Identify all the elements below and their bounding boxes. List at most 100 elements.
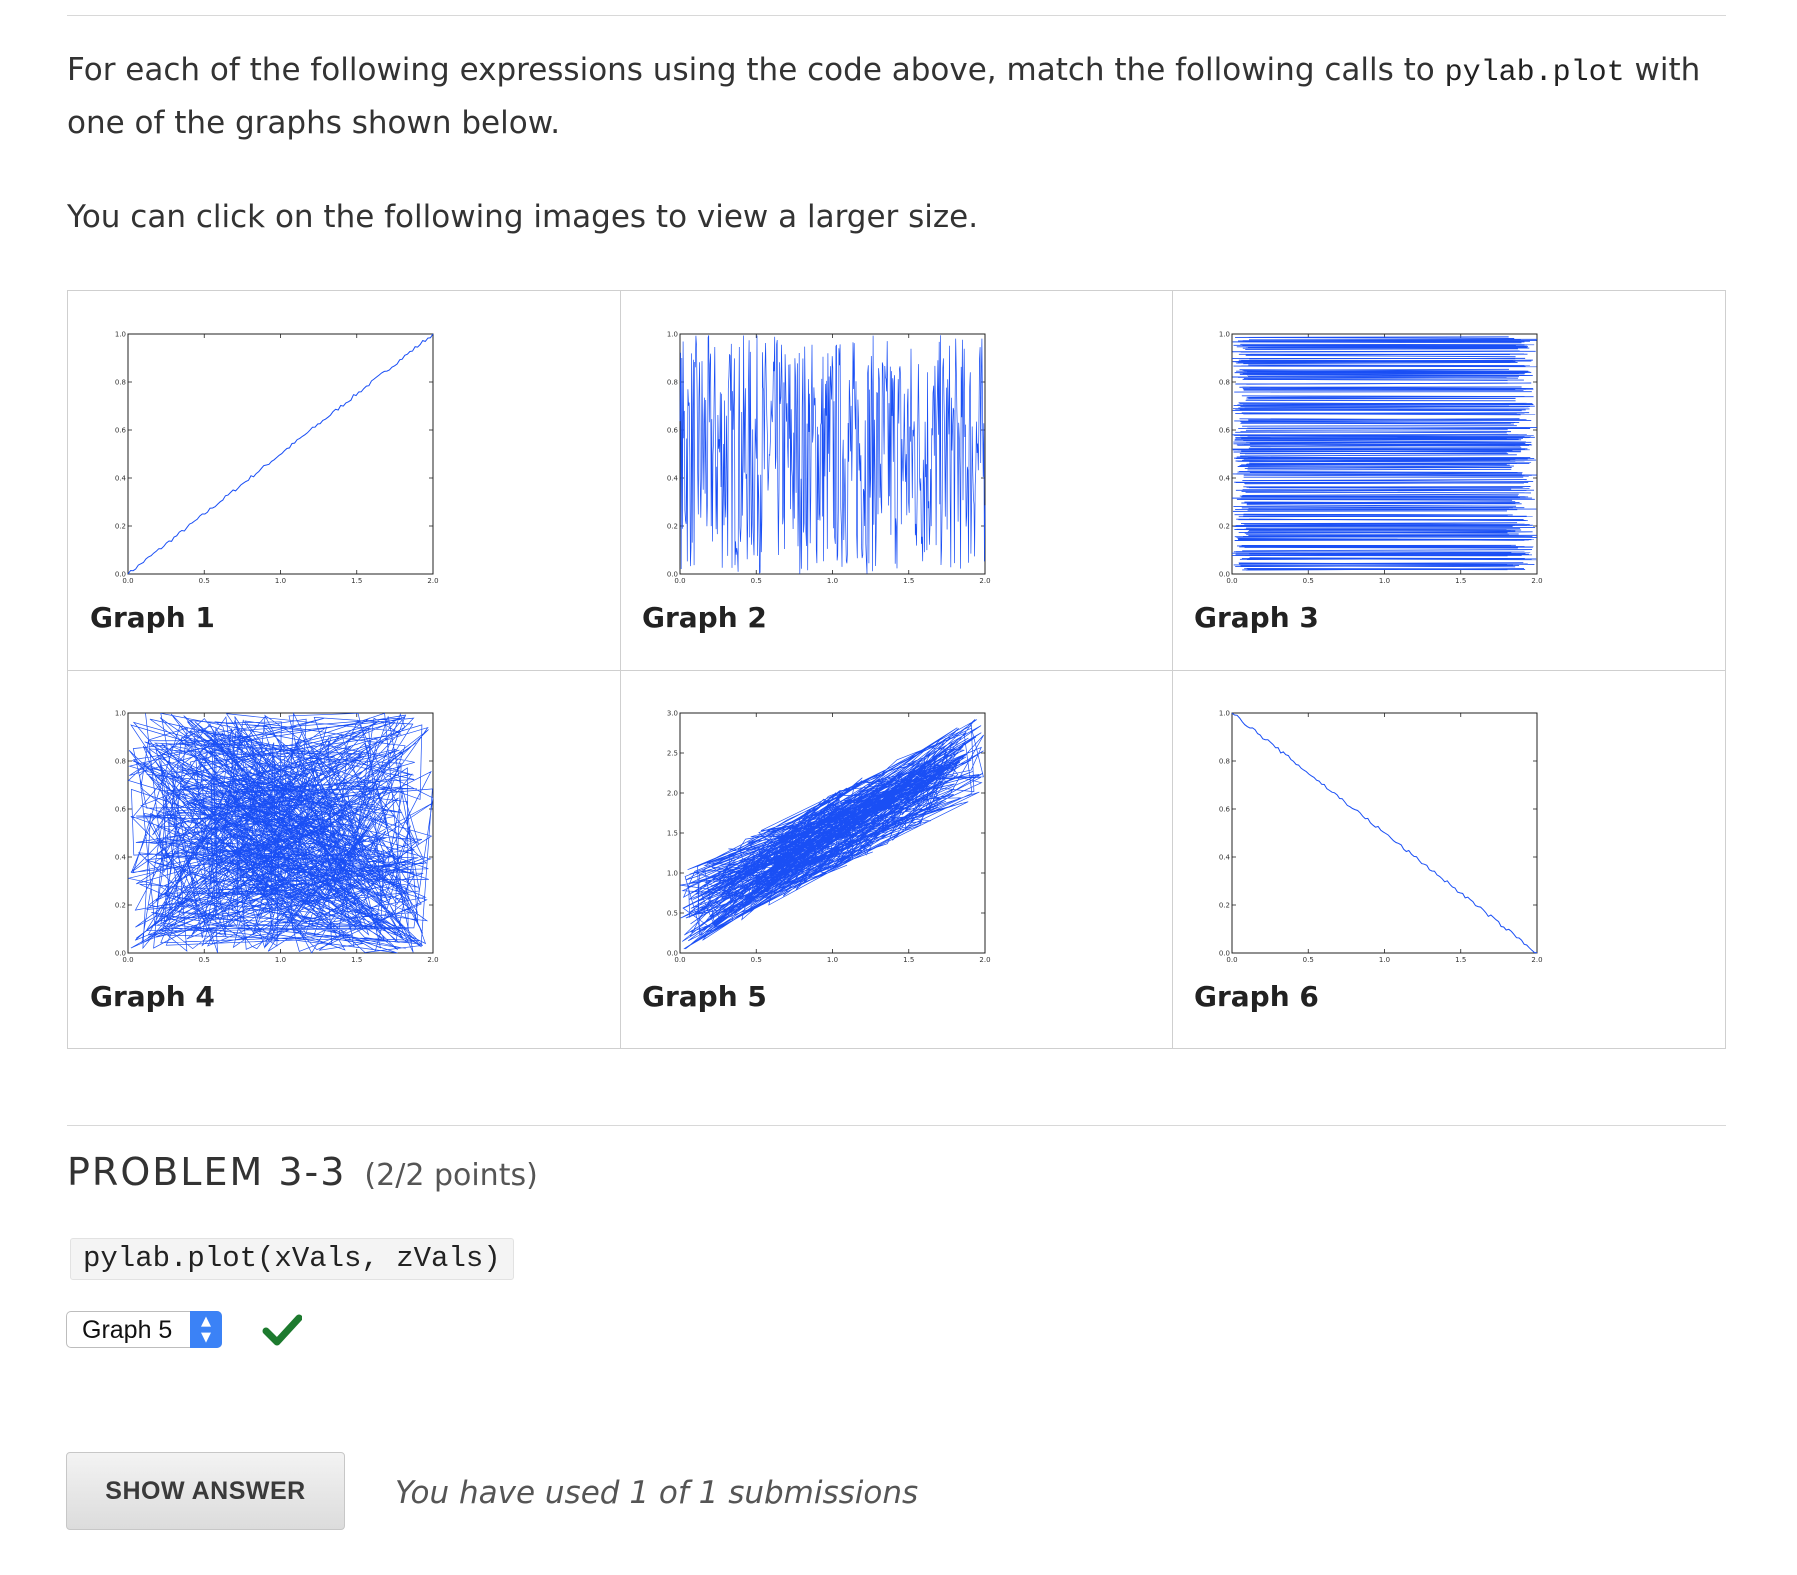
plot-line xyxy=(1247,378,1508,381)
y-tick-label: 0.6 xyxy=(115,806,127,814)
x-tick-label: 1.5 xyxy=(903,956,914,964)
inline-code: pylab.plot xyxy=(1444,56,1625,90)
instructions-part2: with one of the graphs shown below. xyxy=(67,52,1701,141)
x-tick-label: 0.5 xyxy=(751,956,762,964)
plot-line xyxy=(1234,514,1508,517)
plot-line xyxy=(1235,482,1524,484)
x-tick-label: 2.0 xyxy=(979,956,990,964)
x-tick-label: 0.0 xyxy=(674,577,685,585)
plot-line xyxy=(1235,382,1508,385)
x-tick-label: 1.0 xyxy=(827,956,838,964)
graph-cell-6[interactable]: 1.0 0.8 0.6 0.4 0.2 0.0 0.0 0.5 1.0 1.5 2.0 Graph … xyxy=(1172,670,1724,1049)
plot-line xyxy=(1242,534,1537,537)
x-tick-label: 1.5 xyxy=(351,577,362,585)
plot-line xyxy=(1235,488,1512,491)
plot-line xyxy=(1232,350,1520,353)
top-divider xyxy=(67,15,1726,16)
plot-line xyxy=(1245,491,1532,494)
y-tick-label: 0.8 xyxy=(1219,379,1230,387)
plot-line xyxy=(1247,468,1512,471)
plot-line xyxy=(1241,546,1533,548)
y-tick-label: 0.2 xyxy=(667,523,678,531)
y-tick-label: 0.0 xyxy=(1219,950,1230,958)
plot-line xyxy=(1248,364,1530,367)
y-tick-label: 1.5 xyxy=(667,830,678,838)
graph-image-3[interactable]: 1.0 0.8 0.6 0.4 0.2 0.00.0 0.5 1.0 1.5 2.0 xyxy=(1216,326,1596,586)
y-tick-label: 0.2 xyxy=(1219,523,1230,531)
y-tick-label: 1.0 xyxy=(115,331,126,339)
plot-line xyxy=(1247,465,1514,468)
chevron-up-down-icon[interactable]: ▲ ▼ xyxy=(190,1311,222,1348)
y-tick-label: 0.2 xyxy=(115,902,126,910)
plot-line xyxy=(1243,513,1513,516)
plot-line xyxy=(1236,535,1533,538)
answer-select[interactable]: Graph 5 ▲ ▼ xyxy=(66,1311,222,1348)
graph-image-6[interactable]: 1.0 0.8 0.6 0.4 0.2 0.00.0 0.5 1.0 1.5 2.0 xyxy=(1216,705,1596,965)
x-tick-label: 2.0 xyxy=(427,577,438,585)
plot-line xyxy=(1242,479,1527,482)
x-tick-label: 0.5 xyxy=(199,577,210,585)
x-tick-label: 1.0 xyxy=(275,956,286,964)
plot-line xyxy=(1245,429,1508,431)
x-tick-label: 0.0 xyxy=(674,956,685,964)
plot-line xyxy=(1244,467,1512,469)
y-tick-label: 1.0 xyxy=(667,331,678,339)
x-tick-label: 1.5 xyxy=(351,956,362,964)
plot-line xyxy=(1242,372,1527,375)
graph-cell-2[interactable]: 1.0 0.8 0.6 0.4 0.2 0.0 0.0 0.5 1.0 1.5 2.0 Graph … xyxy=(620,291,1172,670)
plot-line xyxy=(1237,443,1526,446)
plot-line xyxy=(1239,562,1528,565)
graph-image-4[interactable]: 1.0 0.8 0.6 0.4 0.2 0.00.0 0.5 1.0 1.5 2.0 xyxy=(112,705,492,965)
y-tick-label: 2.0 xyxy=(667,790,678,798)
plot-line xyxy=(1239,470,1518,473)
graph-image-1[interactable]: 1.0 0.8 0.6 0.4 0.2 0.00.0 0.5 1.0 1.5 2.0 xyxy=(112,326,492,586)
plot-line xyxy=(1242,387,1527,390)
graph-cell-4[interactable]: 1.0 0.8 0.6 0.4 0.2 0.0 0.0 0.5 1.0 1.5 2.0 Graph … xyxy=(68,670,620,1049)
show-answer-button[interactable]: SHOW ANSWER xyxy=(66,1452,345,1530)
problem-header: PROBLEM 3-3 (2/2 points) xyxy=(67,1150,538,1194)
plot-line xyxy=(1236,518,1528,521)
x-tick-label: 0.5 xyxy=(1303,577,1314,585)
x-tick-label: 2.0 xyxy=(1531,956,1542,964)
graph-label: Graph 1 xyxy=(90,601,215,634)
plot-line xyxy=(1248,336,1515,339)
y-tick-label: 0.8 xyxy=(115,758,126,766)
plot-line xyxy=(1249,487,1530,489)
graph-cell-5[interactable]: 3.0 2.5 2.0 1.5 1.0 0.5 0.0 0.0 0.5 1.0 1.5 2.0 Gra… xyxy=(620,670,1172,1049)
plot-line xyxy=(1238,402,1534,405)
y-tick-label: 0.8 xyxy=(115,379,126,387)
graph-image-2[interactable]: 1.0 0.8 0.6 0.4 0.2 0.00.0 0.5 1.0 1.5 2.0 xyxy=(664,326,1044,586)
instructions-text: For each of the following expressions us… xyxy=(67,45,1747,148)
graph-cell-1[interactable]: 1.0 0.8 0.6 0.4 0.2 0.0 0.0 0.5 1.0 1.5 2.0 Graph … xyxy=(68,291,620,670)
y-tick-label: 1.0 xyxy=(115,710,126,718)
x-tick-label: 0.5 xyxy=(1303,956,1314,964)
graph-label: Graph 6 xyxy=(1194,980,1319,1013)
plot-line xyxy=(1246,504,1517,507)
check-icon xyxy=(262,1314,302,1346)
plot-line xyxy=(1246,396,1534,398)
y-tick-label: 0.0 xyxy=(1219,571,1230,579)
plot-line xyxy=(1249,472,1522,475)
plot-line xyxy=(1249,441,1518,444)
x-tick-label: 0.5 xyxy=(199,956,210,964)
x-tick-label: 0.0 xyxy=(1226,577,1237,585)
y-tick-label: 1.0 xyxy=(1219,710,1230,718)
y-tick-label: 0.0 xyxy=(667,950,678,958)
plot-line xyxy=(1235,413,1521,416)
x-tick-label: 2.0 xyxy=(979,577,990,585)
x-tick-label: 1.5 xyxy=(1455,956,1466,964)
plot-line xyxy=(1240,421,1516,423)
y-tick-label: 0.6 xyxy=(115,427,127,435)
plot-line xyxy=(1235,438,1519,440)
x-tick-label: 2.0 xyxy=(427,956,438,964)
plot-line xyxy=(1232,409,1509,411)
graph-cell-3[interactable]: 1.0 0.8 0.6 0.4 0.2 0.0 0.0 0.5 1.0 1.5 2.0 Graph … xyxy=(1172,291,1724,670)
plot-line xyxy=(1237,448,1528,451)
plot-line xyxy=(1236,551,1512,554)
plot-line xyxy=(1245,495,1518,498)
plot-line xyxy=(1231,712,1538,954)
graph-label: Graph 5 xyxy=(642,980,767,1013)
y-tick-label: 0.2 xyxy=(115,523,126,531)
y-tick-label: 0.4 xyxy=(1219,854,1231,862)
graph-image-5[interactable]: 3.0 2.5 2.0 1.5 1.0 0.5 0.00.0 0.5 1.0 1.5 2.0 xyxy=(664,705,1044,965)
